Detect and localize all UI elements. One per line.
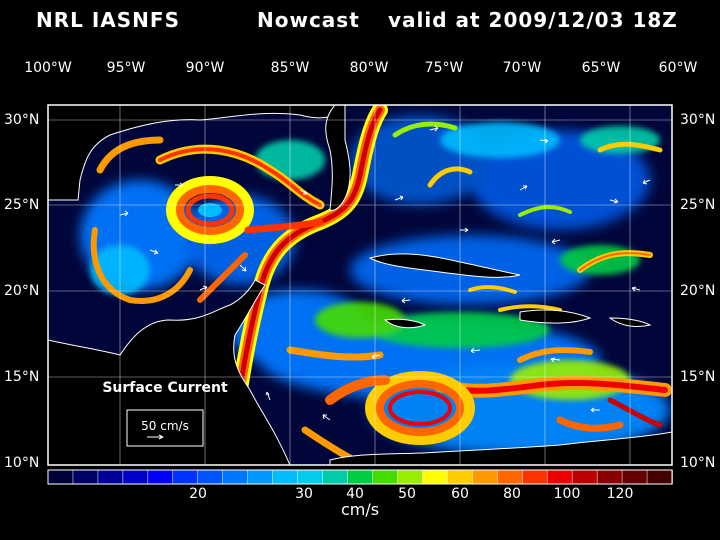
lat-label-left: 10°N: [4, 455, 40, 471]
colorbar-swatch: [322, 469, 349, 485]
lat-label-right: 15°N: [680, 369, 716, 385]
caribbean-current: [286, 121, 672, 462]
colorbar-swatch: [172, 469, 199, 485]
colorbar-swatch: [546, 469, 573, 485]
lon-label: 90°W: [185, 60, 225, 76]
colorbar-swatch: [222, 469, 249, 485]
colorbar-swatch: [646, 469, 673, 485]
valid-time: valid at 2009/12/03 18Z: [388, 8, 678, 32]
colorbar-swatch: [147, 469, 174, 485]
colorbar-swatch: [372, 469, 399, 485]
colorbar-swatch: [521, 469, 548, 485]
reference-arrow: [147, 434, 164, 440]
lon-label: 80°W: [349, 60, 389, 76]
lat-label-right: 25°N: [680, 197, 716, 213]
lon-label: 70°W: [502, 60, 542, 76]
gulf-stream-jet: [90, 105, 388, 438]
colorbar-swatch: [197, 469, 224, 485]
colorbar-swatch: [122, 469, 149, 485]
colorbar-tick-label: 100: [553, 486, 581, 502]
colorbar-swatch: [97, 469, 124, 485]
lat-label-left: 20°N: [4, 283, 40, 299]
lat-label-left: 25°N: [4, 197, 40, 213]
colorbar-frame: [47, 469, 673, 485]
colorbar-tick-label: 50: [398, 486, 416, 502]
colorbar-swatch: [297, 469, 324, 485]
loop-current-eddy: [166, 176, 254, 244]
model-title: NRL IASNFS: [36, 8, 180, 32]
lon-label: 60°W: [658, 60, 698, 76]
lon-label: 65°W: [581, 60, 621, 76]
colorbar-tick-label: 60: [451, 486, 469, 502]
lat-label-right: 10°N: [680, 455, 716, 471]
current-speed-field: [48, 105, 672, 465]
colorbar-tick-label: 40: [346, 486, 364, 502]
colorbar-swatch: [621, 469, 648, 485]
lon-label: 85°W: [270, 60, 310, 76]
colorbar-tick-label: 30: [295, 486, 313, 502]
colorbar: [47, 469, 673, 485]
colorbar-swatch: [447, 469, 474, 485]
colorbar-tick-label: 20: [189, 486, 207, 502]
reference-vector-label: 50 cm/s: [141, 419, 189, 433]
lon-label: 100°W: [24, 60, 72, 76]
field-label: Surface Current: [102, 380, 228, 396]
colorbar-tick-label: 80: [503, 486, 521, 502]
colorbar-swatch: [247, 469, 274, 485]
lat-label-left: 15°N: [4, 369, 40, 385]
colorbar-swatch: [272, 469, 299, 485]
land: [48, 105, 672, 465]
colorbar-swatch: [397, 469, 424, 485]
current-vectors: [119, 125, 651, 421]
colorbar-swatch: [472, 469, 499, 485]
colorbar-swatch: [347, 469, 374, 485]
colorbar-swatch: [422, 469, 449, 485]
lat-label-left: 30°N: [4, 112, 40, 128]
lat-label-right: 30°N: [680, 112, 716, 128]
graticule: [48, 105, 672, 465]
colorbar-swatch: [72, 469, 99, 485]
map-frame: [47, 104, 673, 466]
colorbar-swatch: [497, 469, 523, 485]
reference-vector-box: 50 cm/s: [126, 409, 204, 447]
lon-label: 75°W: [424, 60, 464, 76]
colorbar-swatch: [571, 469, 598, 485]
lon-label: 95°W: [106, 60, 146, 76]
colorbar-swatch: [596, 469, 623, 485]
product-title: Nowcast: [257, 8, 360, 32]
colorbar-swatch: [47, 469, 74, 485]
colorbar-units: cm/s: [340, 500, 380, 519]
lat-label-right: 20°N: [680, 283, 716, 299]
colorbar-tick-label: 120: [606, 486, 634, 502]
